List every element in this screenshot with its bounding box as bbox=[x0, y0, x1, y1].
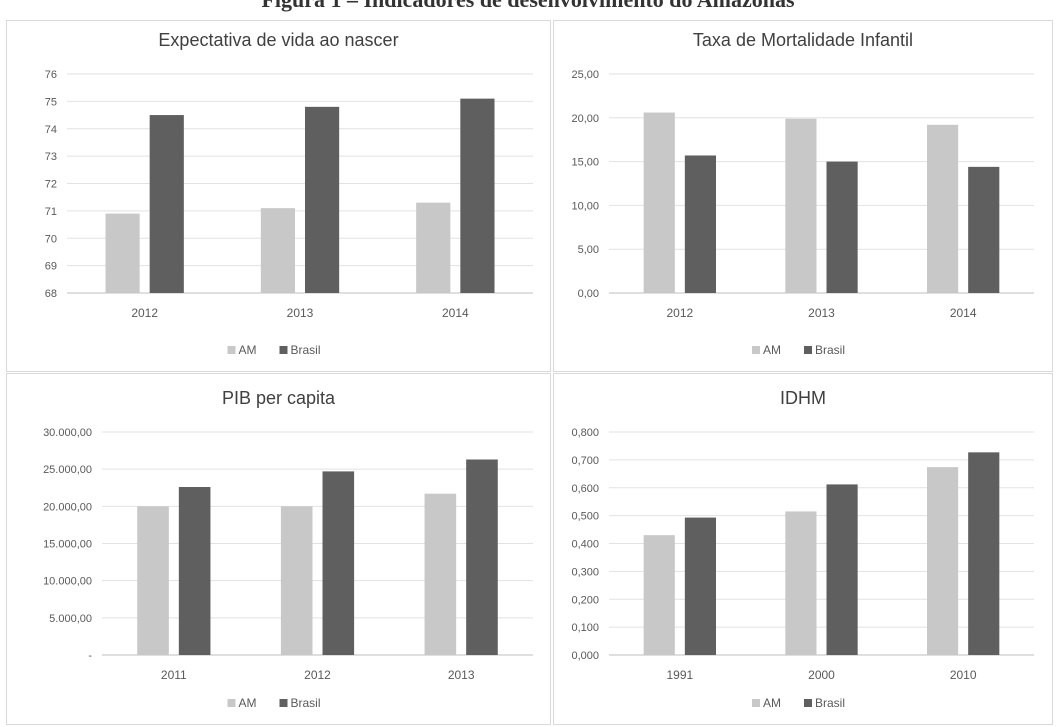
y-tick-label: 20,00 bbox=[571, 113, 599, 125]
x-tick-label: 2012 bbox=[666, 306, 693, 320]
bar-brasil-2014 bbox=[460, 98, 495, 293]
legend-label-am: AM bbox=[763, 343, 781, 357]
legend-label-am: AM bbox=[239, 343, 257, 357]
x-tick-label: 2013 bbox=[808, 306, 835, 320]
y-tick-label: 73 bbox=[45, 151, 57, 163]
y-tick-label: 30.000,00 bbox=[43, 427, 92, 439]
bar-brasil-2014 bbox=[968, 166, 1000, 293]
bar-am-2012 bbox=[280, 506, 313, 655]
bar-am-2012 bbox=[643, 112, 675, 293]
y-tick-label: 0,300 bbox=[571, 566, 599, 578]
y-tick-label: 5,00 bbox=[578, 244, 599, 256]
bar-am-2010 bbox=[927, 467, 959, 655]
chart-title: IDHM bbox=[780, 388, 826, 408]
chart-idhm: IDHM 0,000 0,100 0,200 0,300 0,400 0,500 0,600 0… bbox=[571, 388, 1034, 710]
x-tick-label: 2012 bbox=[304, 668, 331, 682]
y-tick-label: 15,00 bbox=[571, 157, 599, 169]
legend-label-brasil: Brasil bbox=[815, 343, 845, 357]
bar-brasil-2013 bbox=[826, 161, 858, 293]
y-tick-label: 0,700 bbox=[571, 455, 599, 467]
bar-brasil-2000 bbox=[826, 484, 858, 655]
y-tick-label: 25,00 bbox=[571, 69, 599, 81]
chart-title: PIB per capita bbox=[222, 388, 336, 408]
chart-title: Expectativa de vida ao nascer bbox=[158, 30, 398, 50]
bar-am-2013 bbox=[785, 118, 817, 294]
y-tick-label: 72 bbox=[45, 179, 57, 191]
y-tick-label: 0,600 bbox=[571, 483, 599, 495]
chart-panel-expectativa-de-vida: Expectativa de vida ao nascer 68 69 70 71 72 7… bbox=[6, 20, 551, 372]
legend-label-brasil: Brasil bbox=[291, 696, 321, 710]
y-tick-label: 0,00 bbox=[578, 288, 599, 300]
y-tick-label: 0,200 bbox=[571, 594, 599, 606]
chart-panel-mortalidade-infantil: Taxa de Mortalidade Infantil 0,00 5,00 10,0… bbox=[553, 20, 1053, 372]
y-tick-label: 10.000,00 bbox=[43, 576, 92, 588]
y-tick-label: 5.000,00 bbox=[49, 613, 92, 625]
legend-label-am: AM bbox=[763, 696, 781, 710]
chart-title: Taxa de Mortalidade Infantil bbox=[693, 30, 913, 50]
legend-label-brasil: Brasil bbox=[815, 696, 845, 710]
bar-am-2011 bbox=[137, 506, 169, 655]
x-tick-label: 2011 bbox=[161, 668, 187, 682]
bar-am-2013 bbox=[260, 208, 295, 293]
legend-swatch-am bbox=[752, 699, 760, 707]
y-tick-label: 0,800 bbox=[571, 427, 599, 439]
bar-brasil-2012 bbox=[149, 115, 184, 293]
y-tick-label: 15.000,00 bbox=[43, 539, 92, 551]
legend-label-brasil: Brasil bbox=[291, 343, 321, 357]
bar-brasil-2012 bbox=[684, 155, 716, 293]
chart-pib-per-capita: PIB per capita - 5.000,00 10.000,00 15.000,0… bbox=[43, 388, 533, 710]
bar-brasil-2012 bbox=[322, 471, 355, 655]
bar-brasil-2013 bbox=[305, 106, 340, 293]
x-tick-label: 2013 bbox=[287, 306, 314, 320]
x-tick-label: 2014 bbox=[950, 306, 977, 320]
bar-am-2000 bbox=[785, 511, 817, 655]
bar-brasil-1991 bbox=[684, 517, 716, 655]
legend-swatch-brasil bbox=[279, 346, 288, 354]
legend-swatch-am bbox=[227, 699, 236, 707]
x-tick-label: 2000 bbox=[808, 668, 835, 682]
x-tick-label: 2010 bbox=[950, 668, 977, 682]
y-tick-label: 20.000,00 bbox=[43, 501, 92, 513]
y-tick-label: 0,500 bbox=[571, 511, 599, 523]
chart-panel-idhm: IDHM 0,000 0,100 0,200 0,300 0,400 0,500 0,600 0… bbox=[553, 373, 1053, 725]
legend-swatch-brasil bbox=[804, 346, 812, 354]
chart-panel-pib-per-capita: PIB per capita - 5.000,00 10.000,00 15.000,0… bbox=[6, 373, 551, 725]
x-tick-label: 2014 bbox=[442, 306, 469, 320]
y-tick-label: 74 bbox=[45, 124, 57, 136]
bar-am-2014 bbox=[927, 124, 959, 293]
x-tick-label: 2013 bbox=[448, 668, 475, 682]
y-tick-label: - bbox=[88, 650, 92, 662]
y-tick-label: 68 bbox=[45, 288, 57, 300]
x-tick-label: 2012 bbox=[131, 306, 158, 320]
bar-am-1991 bbox=[643, 535, 675, 655]
bar-am-2012 bbox=[105, 213, 140, 293]
y-tick-label: 0,000 bbox=[571, 650, 599, 662]
chart-expectativa-de-vida: Expectativa de vida ao nascer 68 69 70 71 72 7… bbox=[45, 30, 533, 357]
legend-swatch-am bbox=[752, 346, 760, 354]
y-tick-label: 70 bbox=[45, 233, 57, 245]
bar-brasil-2011 bbox=[178, 487, 211, 655]
bar-am-2013 bbox=[424, 493, 457, 655]
legend-swatch-brasil bbox=[279, 699, 288, 707]
bar-am-2014 bbox=[416, 202, 451, 293]
x-tick-label: 1991 bbox=[666, 668, 693, 682]
y-tick-label: 0,400 bbox=[571, 539, 599, 551]
y-tick-label: 75 bbox=[45, 96, 57, 108]
y-tick-label: 0,100 bbox=[571, 622, 599, 634]
chart-mortalidade-infantil: Taxa de Mortalidade Infantil 0,00 5,00 10,0… bbox=[571, 30, 1034, 357]
y-tick-label: 69 bbox=[45, 261, 57, 273]
legend-swatch-brasil bbox=[804, 699, 812, 707]
y-tick-label: 25.000,00 bbox=[43, 464, 92, 476]
y-tick-label: 71 bbox=[45, 206, 57, 218]
y-tick-label: 10,00 bbox=[571, 200, 599, 212]
page-title: Figura 1 – Indicadores de desenvolviment… bbox=[0, 0, 1056, 13]
bar-brasil-2010 bbox=[968, 452, 1000, 655]
y-tick-label: 76 bbox=[45, 69, 57, 81]
legend-label-am: AM bbox=[239, 696, 257, 710]
legend-swatch-am bbox=[227, 346, 236, 354]
bar-brasil-2013 bbox=[466, 459, 498, 655]
